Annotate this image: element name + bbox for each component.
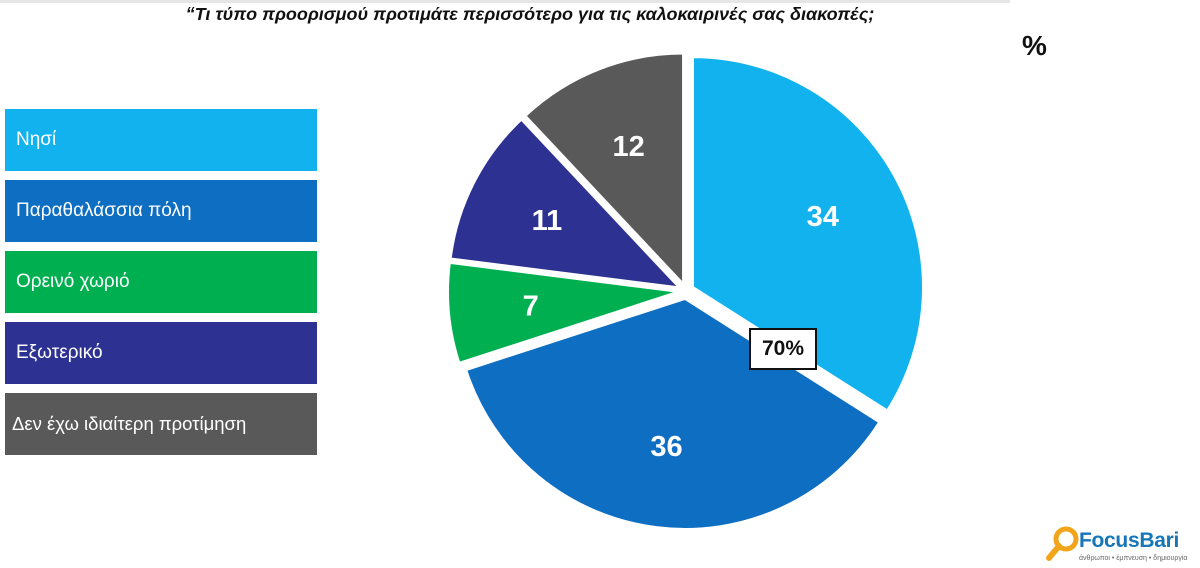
- legend-item-island: Νησί: [5, 109, 317, 171]
- slice-seaside-city: [464, 297, 881, 530]
- top-rule: [0, 0, 1010, 3]
- legend-item-mountain-village: Ορεινό χωριό: [5, 251, 317, 313]
- data-label: 34: [807, 201, 839, 233]
- chart-title: “Τι τύπο προορισμού προτιμάτε περισσότερ…: [185, 4, 875, 24]
- focusbari-logo: FocusBari άνθρωποι • έμπνευση • δημιουργ…: [1046, 524, 1196, 564]
- legend-item-seaside-city: Παραθαλάσσια πόλη: [5, 180, 317, 242]
- legend-label: Δεν έχω ιδιαίτερη προτίμηση: [12, 413, 247, 434]
- unit-label: %: [1022, 30, 1047, 61]
- logo-name: FocusBari: [1079, 529, 1179, 552]
- data-label: 7: [523, 291, 539, 323]
- logo-tagline: άνθρωποι • έμπνευση • δημιουργία: [1079, 555, 1188, 562]
- legend-label: Παραθαλάσσια πόλη: [16, 200, 192, 221]
- combined-callout: 70%: [749, 328, 817, 370]
- legend-label: Εξωτερικό: [16, 342, 103, 363]
- slice-no-preference: [524, 52, 685, 287]
- slice-mountain-village: [447, 261, 679, 365]
- slice-island: [692, 56, 924, 412]
- slice-abroad: [449, 118, 682, 289]
- legend-label: Ορεινό χωριό: [16, 271, 130, 292]
- data-label: 36: [650, 431, 682, 463]
- legend-item-no-preference: Δεν έχω ιδιαίτερη προτίμηση: [5, 393, 317, 455]
- data-label: 11: [532, 205, 563, 237]
- legend-label: Νησί: [16, 129, 57, 150]
- magnifier-icon: [1046, 526, 1079, 561]
- legend-item-abroad: Εξωτερικό: [5, 322, 317, 384]
- data-label: 12: [612, 131, 644, 163]
